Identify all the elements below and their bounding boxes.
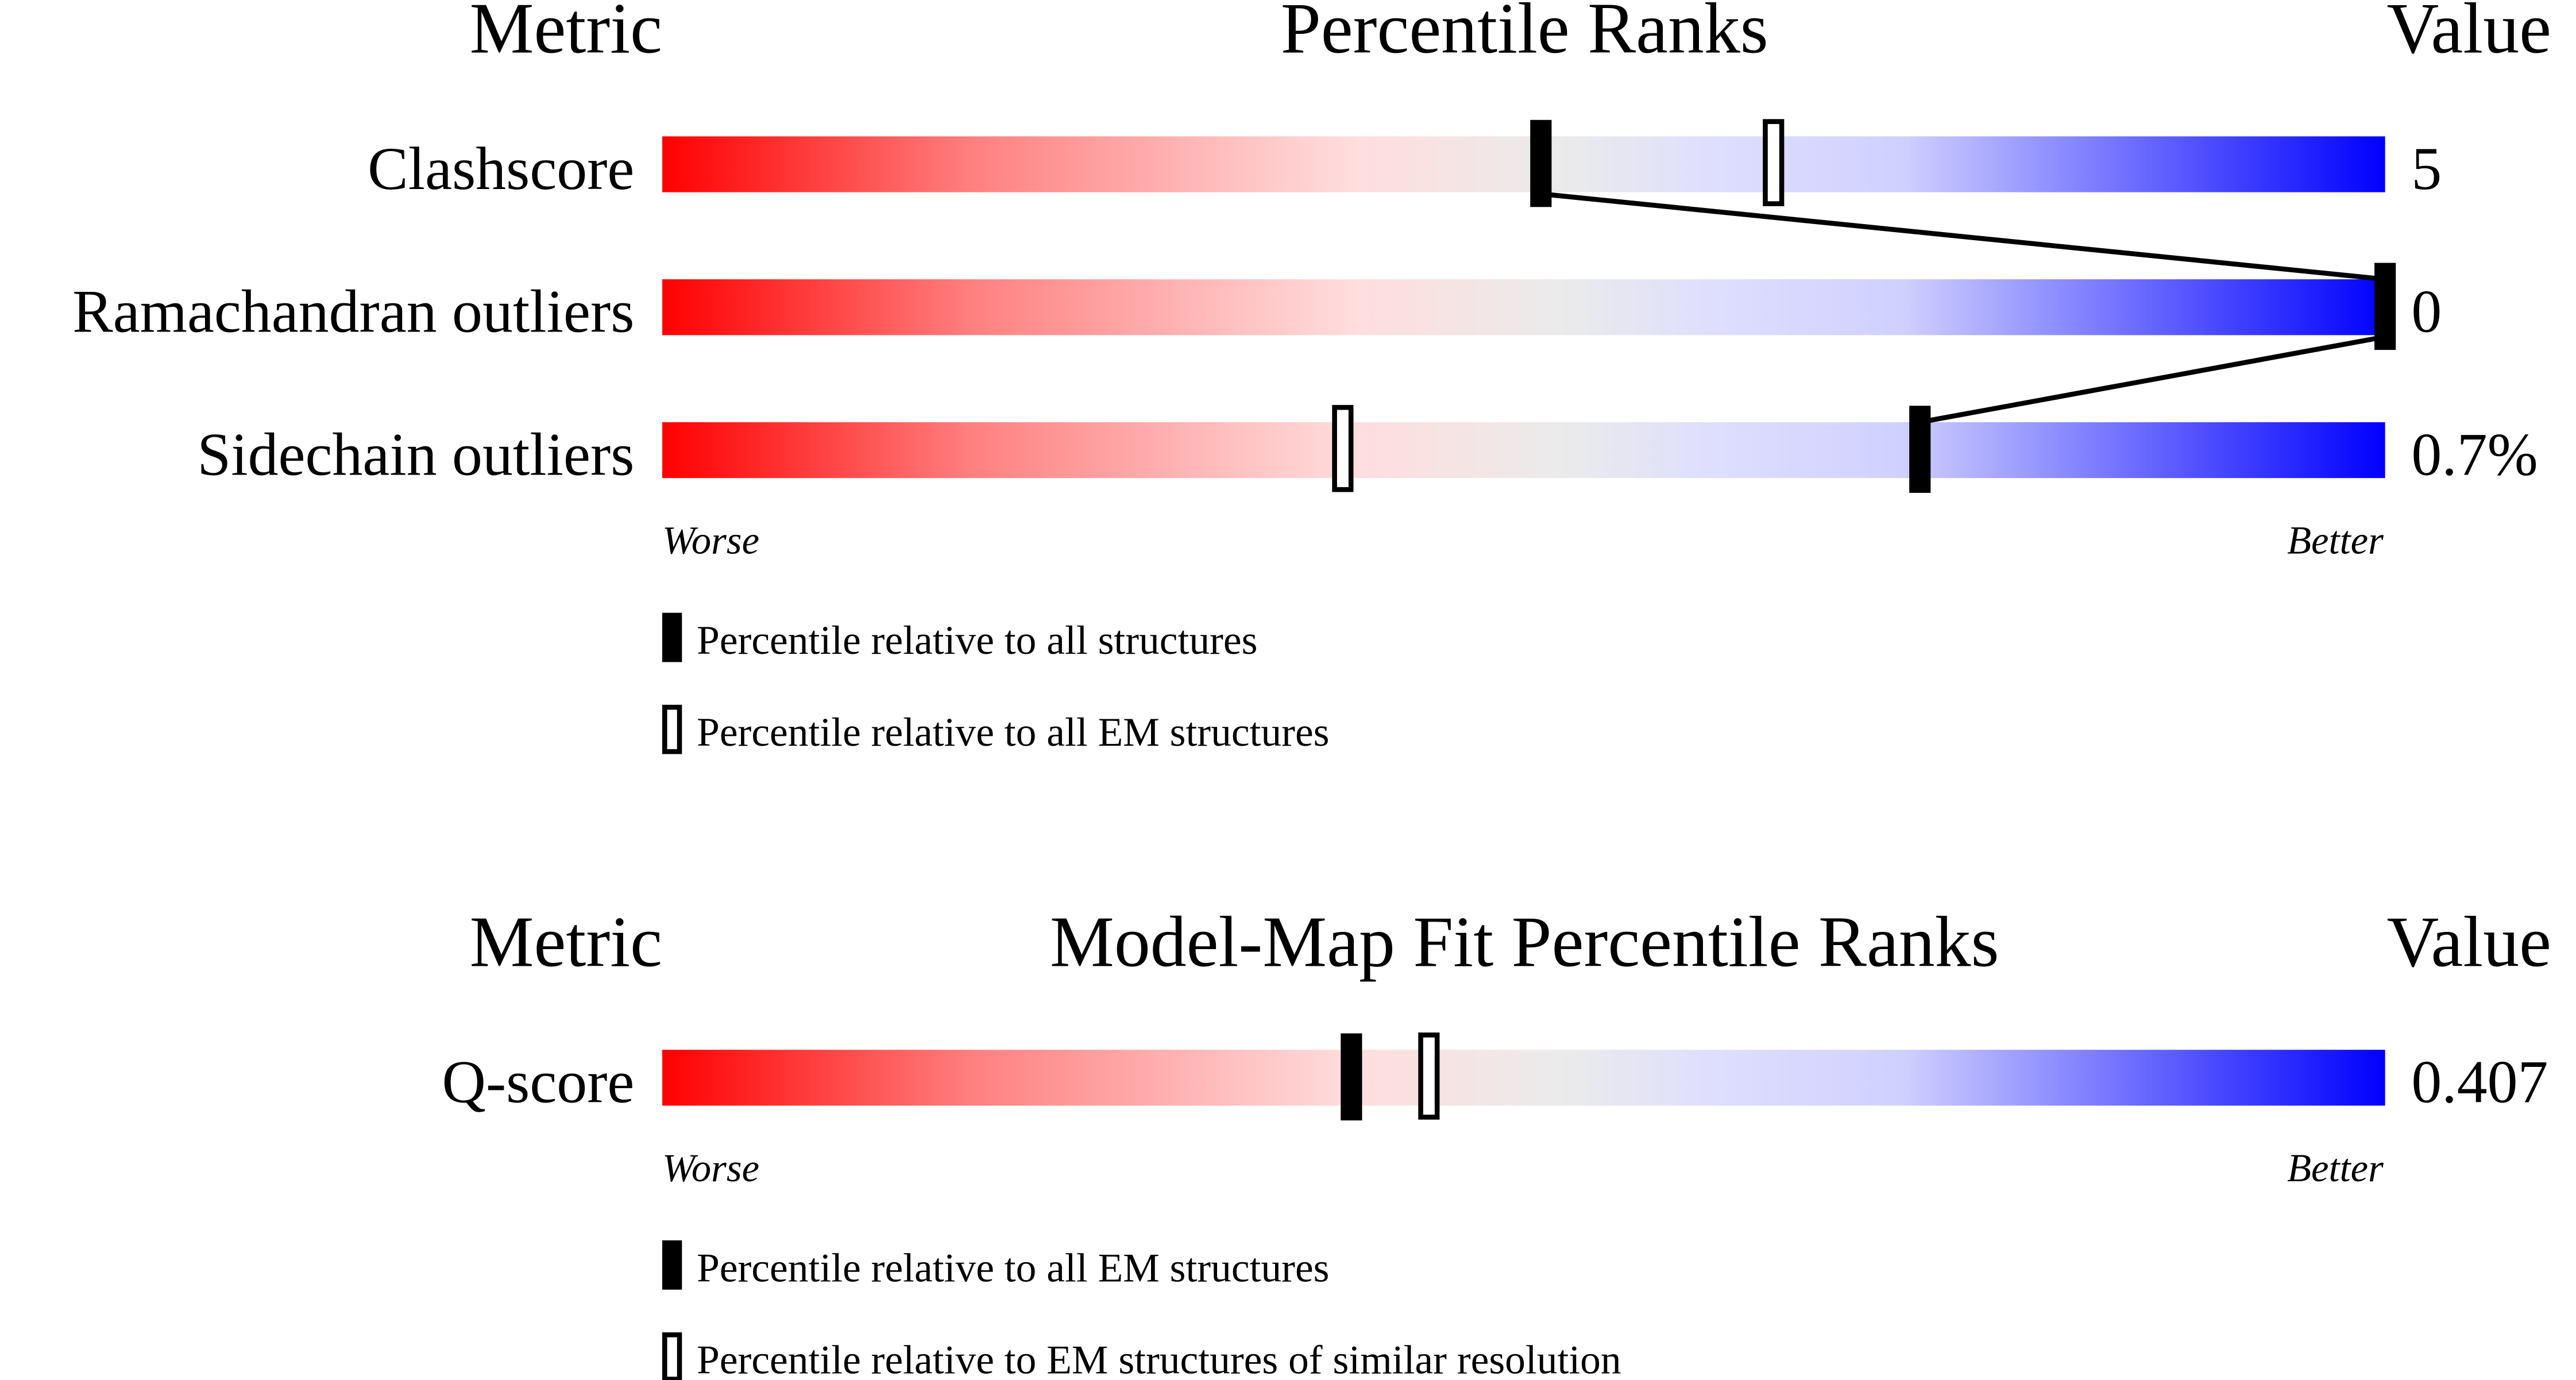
connector-line <box>1919 334 2386 425</box>
legend-filled-marker-icon <box>662 612 682 662</box>
metric-value: 0 <box>2411 278 2442 345</box>
axis-better-label: Better <box>2287 1146 2384 1190</box>
chart-title: Model-Map Fit Percentile Ranks <box>1050 902 1999 982</box>
metric-label: Q-score <box>442 1049 635 1116</box>
em-percentile-marker <box>1763 119 1785 206</box>
metric-header: Metric <box>470 0 662 69</box>
legend-hollow-marker-icon <box>662 704 682 754</box>
value-header: Value <box>2387 902 2551 982</box>
value-header: Value <box>2387 0 2551 69</box>
axis-worse-label: Worse <box>662 1146 759 1190</box>
legend-label: Percentile relative to EM structures of … <box>697 1337 1621 1380</box>
legend-label: Percentile relative to all EM structures <box>697 710 1329 755</box>
metric-value: 0.7% <box>2411 421 2538 488</box>
metric-value: 5 <box>2411 135 2442 202</box>
percentile-bar <box>662 422 2385 479</box>
connector-line <box>1540 191 2386 282</box>
axis-worse-label: Worse <box>662 519 759 562</box>
legend-label: Percentile relative to all structures <box>697 618 1257 663</box>
axis-better-label: Better <box>2287 519 2384 562</box>
metric-header: Metric <box>470 902 662 982</box>
legend-hollow-marker-icon <box>662 1332 682 1380</box>
chart-title: Percentile Ranks <box>1281 0 1768 69</box>
percentile-bar <box>662 279 2385 336</box>
legend-filled-marker-icon <box>662 1240 682 1290</box>
metric-value: 0.407 <box>2411 1049 2548 1116</box>
em-percentile-marker <box>1418 1032 1440 1120</box>
metric-label: Clashscore <box>368 135 634 202</box>
legend-label: Percentile relative to all EM structures <box>697 1245 1329 1290</box>
metric-label: Sidechain outliers <box>197 421 634 488</box>
percentile-bar <box>662 1050 2385 1106</box>
all-percentile-marker <box>1341 1033 1362 1121</box>
metric-label: Ramachandran outliers <box>72 278 634 345</box>
em-percentile-marker <box>1332 404 1354 492</box>
percentile-bar <box>662 136 2385 192</box>
